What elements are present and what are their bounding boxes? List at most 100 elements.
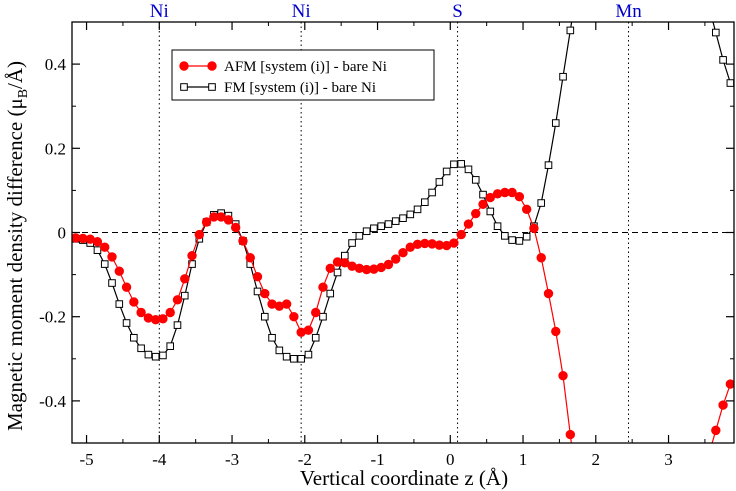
y-tick-label: 0.4 [45, 55, 67, 74]
data-point [391, 217, 400, 225]
data-point [508, 236, 516, 244]
data-point [318, 282, 328, 292]
data-point [253, 287, 262, 296]
data-point [463, 219, 474, 229]
data-point [108, 279, 116, 287]
data-point [551, 119, 560, 127]
data-point [558, 370, 568, 381]
data-point [529, 223, 539, 233]
legend-marker [179, 61, 189, 71]
y-tick-label: 0.2 [45, 139, 66, 158]
x-tick-label: 2 [592, 450, 601, 469]
x-tick-label: -4 [152, 450, 167, 469]
data-point [238, 236, 248, 246]
data-point [115, 300, 124, 308]
data-point [362, 227, 371, 236]
y-axis-title-main: Magnetic moment density difference (μ [3, 98, 27, 431]
data-point [172, 295, 183, 305]
data-point [325, 263, 335, 273]
data-point [566, 26, 575, 35]
data-point [114, 266, 124, 276]
series-line [711, 383, 731, 443]
legend-marker [207, 61, 217, 71]
atom-label-ni: Ni [150, 1, 169, 22]
data-point [268, 333, 276, 342]
data-point [341, 251, 349, 260]
data-point [275, 346, 284, 355]
data-point [406, 210, 415, 219]
data-point [399, 214, 407, 222]
x-tick-label: -1 [370, 450, 384, 469]
data-point [522, 232, 531, 241]
data-point [297, 355, 305, 363]
data-point [282, 352, 291, 361]
data-point [712, 28, 720, 37]
data-point [515, 237, 524, 245]
atom-labels: Ni Ni S Mn [150, 1, 642, 22]
data-point [551, 326, 561, 337]
data-point [121, 282, 132, 292]
x-tick-label: 1 [519, 450, 528, 469]
data-point [92, 237, 103, 247]
data-point [159, 351, 167, 360]
series-afm [72, 187, 734, 443]
data-point [457, 160, 465, 168]
data-point [129, 297, 139, 307]
data-point [158, 314, 168, 324]
data-point [188, 260, 196, 268]
data-point [485, 192, 495, 203]
data-point [428, 188, 436, 197]
data-point [536, 253, 546, 263]
data-point [93, 246, 102, 254]
x-tick-label: 0 [446, 450, 455, 469]
atom-label-s: S [452, 1, 463, 22]
data-point [187, 250, 197, 261]
data-point [471, 176, 480, 184]
y-tick-label: -0.2 [39, 308, 66, 327]
legend-label: AFM [system (i)] - bare Ni [224, 59, 387, 75]
data-point [421, 198, 429, 206]
data-point [290, 355, 298, 363]
data-point [456, 229, 466, 240]
y-axis-title: Magnetic moment density difference (μB/Å… [3, 61, 31, 431]
data-point [413, 205, 422, 214]
data-point [442, 167, 451, 176]
data-point [304, 350, 313, 359]
data-point [449, 238, 459, 248]
x-tick-label: -3 [225, 450, 239, 469]
data-point [348, 239, 356, 247]
data-point [726, 79, 734, 87]
data-point [398, 248, 408, 258]
data-point [311, 333, 320, 342]
data-point [311, 307, 321, 318]
data-point [370, 224, 378, 233]
legend-box [171, 49, 435, 101]
data-point [450, 160, 458, 169]
legend-marker [208, 83, 216, 91]
x-tick-label: 3 [664, 450, 673, 469]
x-tick-label: -2 [298, 450, 312, 469]
data-point [719, 56, 727, 64]
y-axis-title-tail: /Å) [3, 61, 27, 89]
y-axis-title-subscript: B [16, 89, 31, 98]
data-point [377, 222, 385, 230]
data-point [501, 232, 509, 240]
data-point [130, 333, 138, 342]
data-point [180, 274, 190, 284]
data-point [151, 352, 160, 361]
data-point [136, 307, 146, 318]
data-point [464, 165, 473, 174]
legend-label: FM [system (i)] - bare Ni [224, 80, 376, 96]
data-point [493, 222, 502, 230]
data-point [435, 178, 444, 186]
data-point [201, 217, 212, 227]
data-point [223, 215, 234, 225]
data-point [521, 204, 532, 215]
data-point [137, 344, 145, 353]
y-tick-label: -0.4 [39, 392, 66, 411]
data-point [289, 312, 299, 322]
data-point [537, 199, 546, 207]
data-point [355, 232, 364, 240]
data-point [718, 400, 728, 410]
data-point [711, 425, 721, 436]
